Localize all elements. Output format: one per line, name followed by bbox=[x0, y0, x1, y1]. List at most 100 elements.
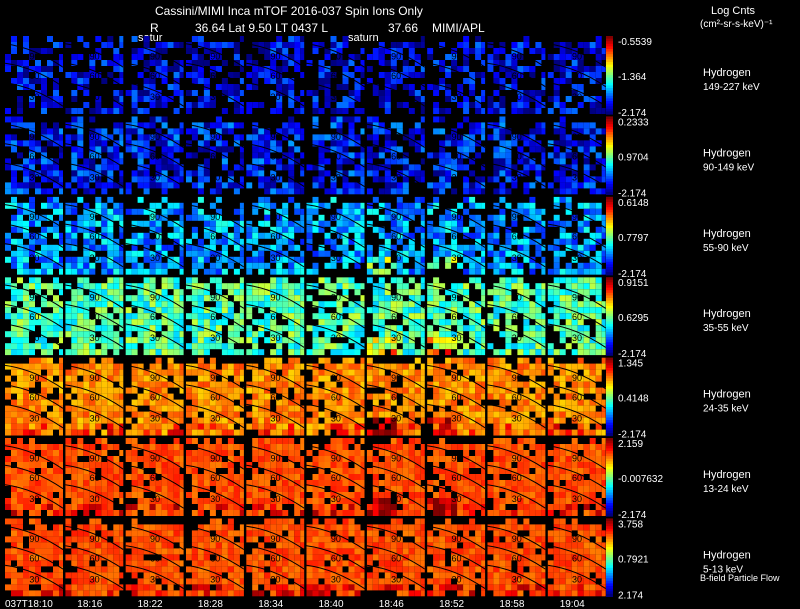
panel-r1-c3: 90 60 30 bbox=[185, 116, 244, 195]
contour-line bbox=[366, 364, 425, 390]
colorbar-mid-label: 0.6295 bbox=[618, 313, 649, 324]
units-text: (cm²-sr-s-keV)⁻¹ bbox=[700, 19, 773, 30]
contour-line bbox=[185, 403, 244, 429]
contour-label: 90 bbox=[150, 212, 160, 222]
colorbar-row-1: 0.2333 0.9704 -2.174 bbox=[606, 116, 649, 199]
contour-line bbox=[547, 223, 606, 248]
contour-label: 30 bbox=[210, 253, 220, 263]
contour-label: 30 bbox=[572, 172, 582, 182]
contour-label: 90 bbox=[451, 534, 461, 544]
contour-label: 30 bbox=[271, 494, 281, 504]
panel-r3-c9: 90 60 30 bbox=[547, 277, 606, 356]
contour-label: 30 bbox=[572, 414, 582, 424]
contour-line bbox=[246, 204, 305, 229]
bfield-flow-label: B-field Particle Flow bbox=[700, 573, 780, 583]
contour-line bbox=[306, 123, 365, 149]
contour-label: 30 bbox=[150, 253, 160, 263]
contour-label: 90 bbox=[451, 51, 461, 61]
contour-line bbox=[547, 123, 606, 149]
contour-line bbox=[5, 364, 63, 390]
contour-line bbox=[427, 204, 486, 229]
contour-line bbox=[246, 62, 305, 88]
contour-label: 30 bbox=[210, 574, 220, 584]
contour-label: 30 bbox=[90, 172, 100, 182]
contour-line bbox=[5, 323, 63, 348]
contour-label: 90 bbox=[150, 293, 160, 303]
row-species-label: Hydrogen bbox=[703, 308, 751, 320]
contour-line bbox=[366, 243, 425, 268]
panel-r0-c1: 90 60 30 bbox=[65, 36, 124, 114]
contour-label: 60 bbox=[512, 312, 522, 322]
time-tick-label: 19:04 bbox=[560, 599, 585, 609]
contour-line bbox=[246, 43, 305, 68]
contour-line bbox=[5, 62, 63, 88]
panel-r6-c6: 90 60 30 bbox=[366, 518, 425, 597]
colorbar-mid-label: -1.364 bbox=[618, 72, 647, 83]
contour-label: 30 bbox=[451, 414, 461, 424]
panel-r2-c5: 90 60 30 bbox=[306, 196, 365, 275]
contour-line bbox=[547, 464, 606, 490]
contour-label: 30 bbox=[90, 494, 100, 504]
contour-line bbox=[427, 464, 486, 490]
contour-label: 90 bbox=[512, 212, 522, 222]
contour-label: 90 bbox=[331, 212, 341, 222]
contour-line bbox=[185, 204, 244, 229]
contour-line bbox=[65, 384, 124, 409]
contour-line bbox=[306, 545, 365, 570]
contour-line bbox=[547, 143, 606, 168]
contour-line bbox=[65, 143, 124, 168]
contour-line bbox=[125, 304, 184, 329]
contour-label: 90 bbox=[210, 132, 220, 142]
contour-line bbox=[487, 162, 546, 188]
contour-label: 90 bbox=[271, 212, 281, 222]
contour-line bbox=[547, 525, 606, 551]
contour-label: 60 bbox=[391, 71, 401, 81]
contour-line bbox=[125, 143, 184, 168]
colorbar-min-label: 2.174 bbox=[618, 590, 643, 601]
row-species-label: Hydrogen bbox=[703, 147, 751, 159]
contour-label: 30 bbox=[29, 574, 39, 584]
panel-r0-c0: 90 60 30 bbox=[5, 36, 63, 114]
panel-r4-c5: 90 60 30 bbox=[306, 357, 365, 436]
contour-line bbox=[5, 204, 63, 229]
colorbar-min-label: -2.174 bbox=[618, 349, 647, 360]
contour-line bbox=[125, 323, 184, 348]
contour-line bbox=[366, 82, 425, 107]
contour-line bbox=[5, 143, 63, 168]
panel-r0-c4: 90 60 30 bbox=[246, 36, 305, 114]
contour-label: 90 bbox=[271, 373, 281, 383]
contour-label: 30 bbox=[29, 414, 39, 424]
panel-r2-c2: 90 60 30 bbox=[125, 196, 184, 275]
colorbar-row-5: 2.159 -0.007632 -2.174 bbox=[606, 438, 663, 521]
contour-line bbox=[65, 162, 124, 188]
contour-line bbox=[547, 384, 606, 409]
contour-line bbox=[306, 143, 365, 168]
contour-line bbox=[185, 364, 244, 390]
contour-label: 90 bbox=[90, 132, 100, 142]
contour-label: 60 bbox=[29, 473, 39, 483]
contour-line bbox=[427, 143, 486, 168]
panel-r2-c1: 90 60 30 bbox=[65, 196, 124, 275]
contour-label: 90 bbox=[210, 51, 220, 61]
contour-label: 60 bbox=[210, 312, 220, 322]
panel-r3-c7: 90 60 30 bbox=[427, 277, 486, 356]
contour-line bbox=[487, 62, 546, 88]
contour-label: 30 bbox=[331, 253, 341, 263]
contour-label: 90 bbox=[391, 534, 401, 544]
colorbar-max-label: 3.758 bbox=[618, 519, 643, 530]
contour-label: 90 bbox=[150, 534, 160, 544]
panel-r6-c2: 90 60 30 bbox=[125, 518, 184, 597]
contour-label: 30 bbox=[331, 172, 341, 182]
contour-label: 30 bbox=[210, 333, 220, 343]
contour-label: 90 bbox=[572, 51, 582, 61]
contour-line bbox=[125, 445, 184, 470]
time-tick-label: 18:28 bbox=[198, 599, 223, 609]
time-tick-label: 18:46 bbox=[379, 599, 404, 609]
contour-label: 60 bbox=[210, 393, 220, 403]
contour-line bbox=[547, 564, 606, 590]
contour-label: 30 bbox=[572, 574, 582, 584]
contour-line bbox=[65, 445, 124, 470]
contour-line bbox=[306, 204, 365, 229]
contour-line bbox=[125, 564, 184, 590]
contour-label: 30 bbox=[391, 92, 401, 102]
